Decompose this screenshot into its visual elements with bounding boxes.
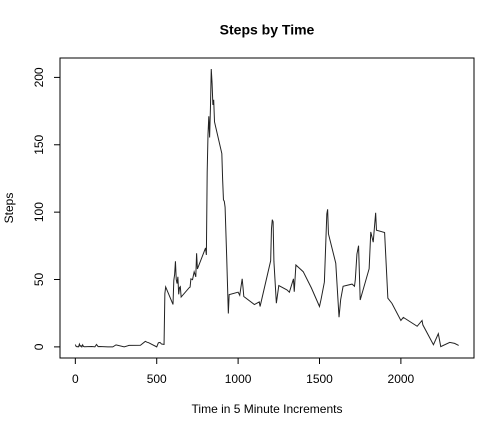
y-tick-label: 200 [32,67,46,87]
x-tick-label: 1500 [306,372,333,386]
y-tick-label: 0 [32,343,46,350]
data-line [74,69,459,348]
y-tick-label: 50 [32,273,46,287]
chart-title: Steps by Time [220,22,315,38]
x-tick-label: 500 [147,372,167,386]
y-tick-label: 100 [32,202,46,222]
x-tick-label: 1000 [225,372,252,386]
x-tick-label: 0 [72,372,79,386]
y-axis-label: Steps [2,193,16,224]
plot-frame [59,57,475,359]
x-tick-label: 2000 [388,372,415,386]
y-tick-label: 150 [32,134,46,154]
x-axis-label: Time in 5 Minute Increments [192,402,343,416]
